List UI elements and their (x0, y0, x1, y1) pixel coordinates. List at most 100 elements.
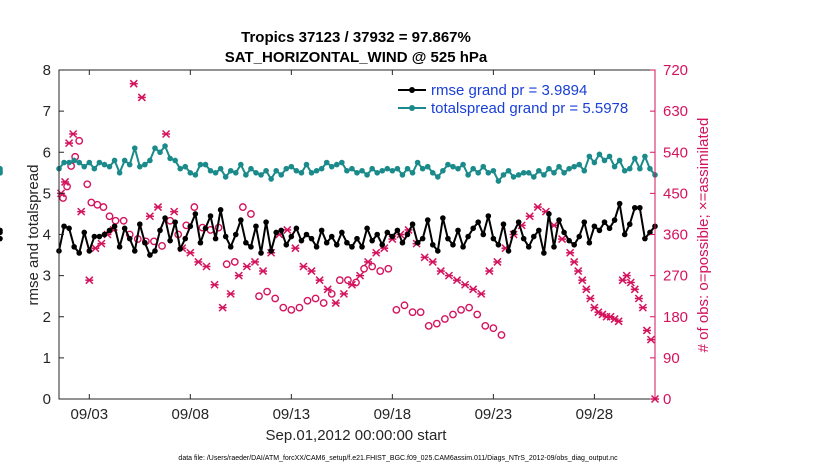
series-point (384, 165, 391, 172)
series-point (66, 225, 72, 232)
obs-assimilated-point (145, 212, 154, 221)
obs-possible-point (440, 315, 449, 323)
y2-tick-label: 540 (663, 144, 688, 161)
obs-assimilated-point (331, 299, 340, 308)
y-tick-label: 5 (43, 185, 51, 202)
y2-tick-label: 0 (663, 391, 671, 408)
obs-assimilated-point (307, 267, 316, 276)
series-point (581, 167, 588, 174)
series-point (606, 153, 613, 160)
series-point (364, 225, 370, 232)
obs-possible-point (416, 308, 425, 317)
obs-assimilated-point (558, 235, 567, 244)
obs-assimilated-point (299, 262, 308, 271)
obs-possible-point (105, 212, 114, 221)
series-point (611, 217, 618, 223)
series-point (263, 167, 269, 174)
series-point (616, 157, 623, 164)
obs-assimilated-point (210, 280, 219, 289)
series-point (187, 170, 194, 176)
series-point (232, 231, 239, 238)
obs-assimilated-point (61, 177, 70, 186)
series-point (323, 159, 330, 166)
obs-possible-point (255, 292, 263, 301)
series-point (71, 157, 77, 164)
obs-possible-point (352, 278, 360, 287)
series-point (435, 174, 441, 180)
series-point (394, 227, 401, 234)
obs-possible-point (327, 290, 336, 298)
series-point (328, 163, 335, 170)
series-point (520, 170, 527, 176)
obs-assimilated-point (364, 257, 373, 266)
series-point (152, 145, 158, 151)
series-point (248, 244, 254, 250)
series-point (460, 244, 466, 250)
series-point (606, 225, 613, 232)
obs-possible-point (392, 305, 401, 314)
y2-tick-label: 630 (663, 103, 688, 120)
series-point (318, 165, 325, 172)
series-point (116, 170, 123, 176)
series-point (106, 227, 113, 234)
obs-possible-point (408, 308, 417, 317)
series-point (510, 229, 517, 236)
series-point (551, 170, 557, 176)
series-point (561, 170, 567, 176)
series-point (91, 233, 98, 240)
obs-assimilated-point (315, 276, 324, 285)
series-point (66, 159, 72, 166)
x-tick-label: 09/18 (374, 406, 412, 423)
series-point (455, 227, 461, 234)
series-point (480, 231, 487, 238)
obs-possible-point (295, 303, 304, 312)
series-point (525, 244, 532, 250)
series-point (490, 235, 497, 242)
series-point (222, 174, 229, 180)
y-tick-label: 3 (43, 268, 51, 285)
series-point (414, 159, 421, 166)
obs-possible-point (263, 287, 271, 296)
series-point (475, 219, 482, 225)
series-point (147, 252, 153, 258)
series-point (359, 244, 365, 250)
series-point (172, 157, 178, 164)
legend-label-rmse: rmse grand pr = 3.9894 (431, 82, 587, 99)
obs-assimilated-point (69, 129, 78, 139)
y2-tick-label: 90 (663, 350, 680, 367)
obs-assimilated-point (283, 225, 292, 234)
series-point (586, 239, 593, 246)
series-point (445, 235, 451, 242)
obs-possible-point (247, 210, 255, 218)
obs-possible-point (158, 242, 166, 250)
obs-assimilated-point (626, 278, 635, 287)
series-point (96, 233, 103, 240)
series-point (197, 161, 204, 168)
series-point (152, 248, 158, 254)
series-point (556, 217, 562, 223)
series-point (480, 163, 487, 170)
series-point (293, 167, 300, 174)
series-point (495, 241, 502, 248)
series-point (268, 248, 274, 254)
series-point (414, 239, 421, 246)
obs-assimilated-point (91, 244, 100, 253)
series-point (81, 163, 88, 170)
series-point (440, 167, 446, 174)
series-point (243, 239, 249, 246)
series-point (576, 161, 583, 168)
series-point (394, 165, 401, 172)
series-point (626, 165, 633, 172)
series-point (288, 233, 295, 240)
obs-assimilated-point (634, 294, 643, 303)
series-point (76, 159, 83, 166)
y-tick-label: 7 (43, 103, 51, 120)
footer-file-path: data file: /Users/raeder/DAI/ATM_forcXX/… (178, 455, 618, 462)
series-point (253, 170, 259, 176)
series-point (530, 233, 537, 240)
series-point (429, 170, 436, 176)
series-point (167, 155, 173, 162)
obs-possible-point (457, 305, 465, 314)
obs-assimilated-point (485, 267, 494, 276)
series-point (485, 170, 492, 176)
